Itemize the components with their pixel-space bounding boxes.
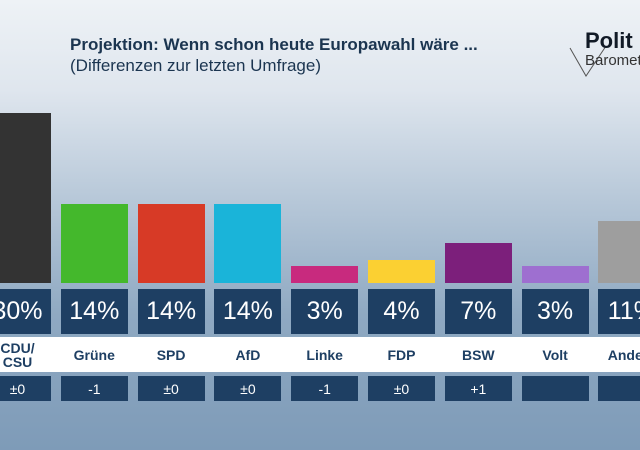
difference-label: ±0	[368, 376, 435, 401]
chart-subtitle: (Differenzen zur letzten Umfrage)	[70, 56, 322, 75]
difference-label: -1	[291, 376, 359, 401]
value-label: 7%	[444, 289, 512, 334]
bar-5	[368, 260, 435, 283]
bar-1	[60, 203, 128, 283]
party-label: Volt	[542, 346, 568, 363]
value-label: 14%	[214, 289, 282, 334]
difference-label: +1	[444, 376, 512, 401]
value-label: 14%	[137, 289, 205, 334]
bar-4	[291, 266, 359, 283]
value-label: 3%	[291, 289, 359, 334]
chart-title: Projektion: Wenn schon heute Europawahl …	[70, 35, 478, 54]
value-label: 14%	[60, 289, 128, 334]
value-label: 3%	[521, 289, 589, 334]
party-label: AfD	[235, 346, 261, 363]
party-label: Linke	[306, 346, 343, 363]
bar-6	[444, 243, 512, 283]
bar-2	[137, 203, 205, 283]
party-label: Grüne	[73, 346, 115, 363]
bar-7	[521, 266, 589, 283]
bar-0	[0, 113, 51, 283]
party-label: BSW	[461, 346, 495, 363]
politbarometer-logo: PolitBarometer	[568, 28, 640, 88]
value-label: 30%	[0, 289, 51, 334]
value-label: 4%	[368, 289, 435, 334]
difference-label	[521, 376, 589, 401]
difference-label: ±0	[214, 376, 282, 401]
bar-8	[598, 220, 640, 283]
difference-label: ±0	[137, 376, 205, 401]
difference-label: -1	[60, 376, 128, 401]
party-name-band	[0, 337, 640, 372]
party-label: FDP	[387, 346, 416, 363]
party-label: SPD	[156, 346, 186, 363]
difference-label: ±0	[0, 376, 51, 401]
bar-3	[214, 203, 282, 283]
value-label: 11%	[598, 289, 640, 334]
difference-label	[598, 376, 640, 401]
party-label: Andere	[607, 346, 640, 363]
party-label: CDU/CSU	[0, 339, 35, 370]
